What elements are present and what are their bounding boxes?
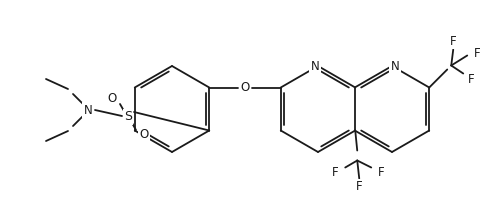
Text: F: F: [474, 47, 481, 60]
Text: F: F: [356, 180, 363, 193]
Text: F: F: [450, 35, 456, 48]
Text: S: S: [124, 110, 132, 123]
Text: F: F: [332, 166, 339, 179]
Text: O: O: [139, 128, 149, 141]
Text: O: O: [107, 92, 117, 105]
Text: F: F: [378, 166, 384, 179]
Text: F: F: [468, 73, 475, 86]
Text: N: N: [310, 59, 319, 72]
Text: N: N: [84, 104, 92, 117]
Text: O: O: [241, 81, 249, 94]
Text: N: N: [391, 59, 399, 72]
